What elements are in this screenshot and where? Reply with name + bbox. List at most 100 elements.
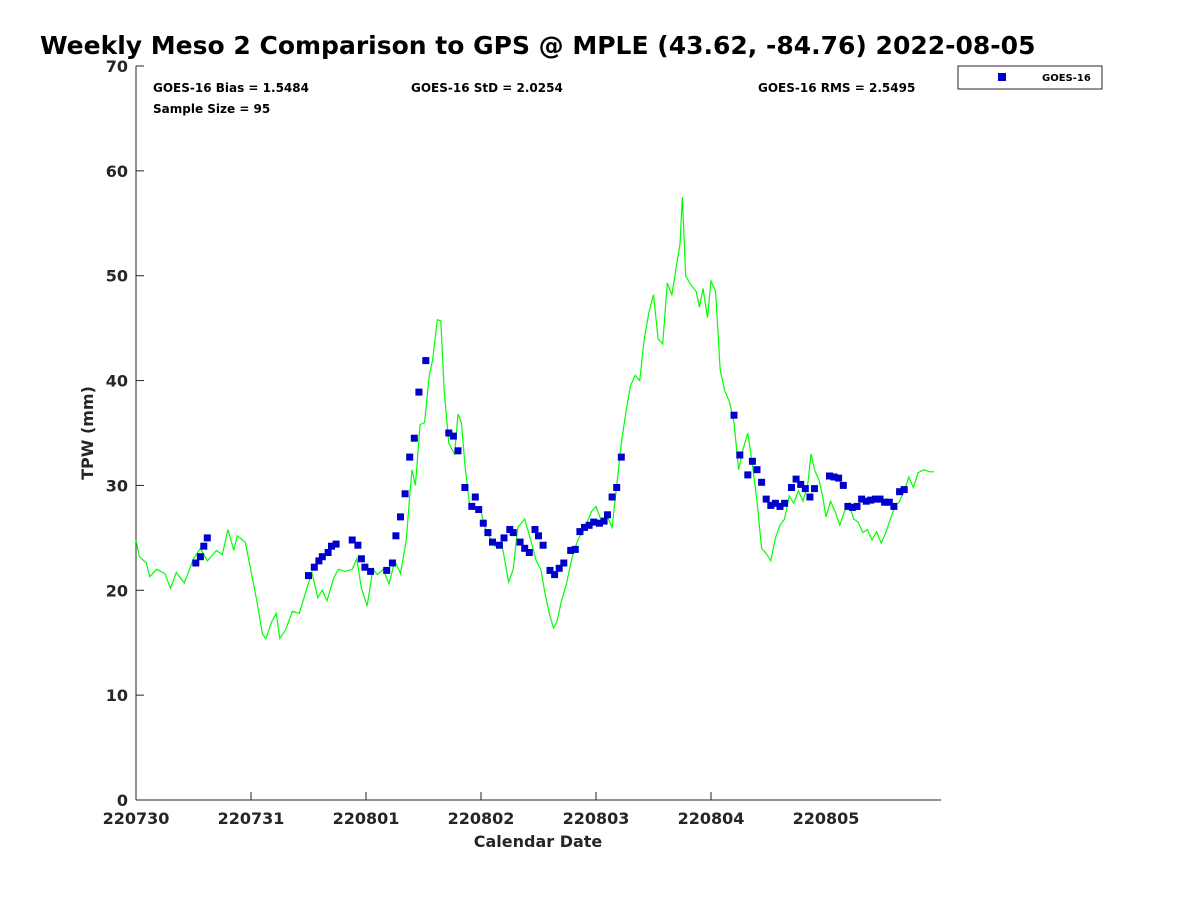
goes-point: [361, 563, 369, 571]
y-tick-label: 10: [106, 686, 128, 705]
goes-point: [445, 429, 453, 437]
goes-point: [196, 553, 204, 561]
x-tick-label: 220803: [563, 809, 630, 828]
goes-point: [203, 534, 211, 542]
goes-point: [788, 484, 795, 491]
goes-point: [849, 503, 856, 511]
goes-point: [397, 513, 404, 521]
y-tick-label: 70: [106, 57, 128, 76]
goes-point: [410, 434, 418, 442]
goes-point: [401, 490, 409, 498]
y-tick-label: 0: [117, 791, 128, 810]
goes-point: [806, 493, 814, 501]
goes-point: [571, 545, 579, 553]
goes-point: [767, 501, 775, 509]
stat-sample-size: Sample Size = 95: [153, 102, 270, 116]
x-tick-label: 220805: [793, 809, 860, 828]
goes-point: [896, 488, 904, 496]
goes-point: [546, 566, 554, 574]
goes-point: [885, 498, 893, 506]
y-tick-label: 60: [106, 162, 128, 181]
goes-point: [495, 541, 503, 549]
goes-point: [354, 541, 362, 549]
x-tick-label: 220731: [218, 809, 285, 828]
goes-point: [461, 484, 469, 491]
goes-point: [858, 495, 866, 503]
goes-point: [305, 572, 312, 580]
y-tick-label: 20: [106, 581, 128, 600]
goes-point: [590, 518, 598, 526]
goes-point: [521, 544, 529, 552]
goes-point: [585, 521, 593, 529]
goes-point: [730, 411, 738, 419]
goes-point: [367, 567, 375, 575]
goes-point: [613, 484, 621, 491]
goes-point: [555, 564, 563, 572]
goes-point: [792, 475, 800, 483]
goes-point: [890, 502, 898, 510]
x-tick-label: 220804: [678, 809, 745, 828]
goes-point: [826, 472, 833, 480]
goes-point: [876, 495, 884, 503]
goes-point: [200, 542, 208, 550]
goes-point: [535, 532, 542, 540]
y-tick-label: 50: [106, 267, 128, 286]
series-layer: [135, 197, 935, 641]
goes-point: [357, 555, 365, 563]
goes-point: [853, 502, 861, 510]
x-tick-label: 220730: [103, 809, 170, 828]
goes-point: [839, 481, 847, 489]
x-tick-label: 220801: [333, 809, 400, 828]
goes-point: [801, 485, 809, 493]
goes-point: [489, 538, 496, 546]
goes-point: [567, 546, 575, 554]
goes-point: [608, 493, 616, 501]
goes-point: [748, 457, 756, 465]
goes-point: [604, 511, 611, 519]
goes-point: [406, 453, 414, 461]
goes-point: [867, 496, 875, 504]
goes-point: [484, 529, 492, 537]
goes-point: [539, 541, 547, 549]
goes-point: [600, 517, 608, 525]
legend[interactable]: GOES-16: [957, 65, 1103, 90]
y-axis-label: TPW (mm): [78, 386, 97, 480]
goes-point: [835, 474, 843, 482]
goes-point: [383, 566, 391, 574]
goes-point: [318, 553, 326, 561]
goes-point: [525, 549, 533, 556]
x-ticks: 220730 220731 220801 220802 220803 220804 2208…: [103, 792, 860, 828]
series-line-gps: [135, 197, 935, 641]
plot-area: 0 10 20 30 40 50 60 70 220730 220731 220801 220802…: [103, 57, 941, 828]
goes-point: [531, 526, 539, 533]
goes-point: [479, 519, 487, 527]
x-axis-label: Calendar Date: [474, 832, 603, 851]
goes-point: [900, 486, 908, 494]
legend-goes-label: GOES-16: [1042, 73, 1091, 84]
goes-point: [388, 559, 396, 567]
goes-point: [811, 485, 818, 493]
goes-point: [551, 571, 559, 579]
goes-point: [736, 451, 744, 459]
goes-point: [560, 559, 568, 567]
stat-bias: GOES-16 Bias = 1.5484: [153, 81, 309, 95]
goes-point: [332, 540, 340, 548]
goes-point: [315, 557, 323, 565]
goes-point: [581, 523, 588, 531]
goes-point: [771, 499, 779, 507]
goes-point: [324, 549, 332, 556]
goes-point: [509, 529, 517, 537]
legend-goes-marker: [998, 73, 1006, 81]
goes-point: [596, 519, 603, 527]
x-tick-label: 220802: [448, 809, 515, 828]
goes-point: [415, 388, 423, 396]
goes-point: [753, 466, 761, 474]
y-tick-label: 40: [106, 372, 128, 391]
goes-point: [471, 493, 479, 501]
goes-point: [797, 480, 805, 488]
goes-point: [576, 528, 584, 536]
goes-point: [449, 432, 457, 440]
goes-point: [830, 473, 838, 481]
goes-point: [881, 498, 889, 506]
y-tick-label: 30: [106, 476, 128, 495]
